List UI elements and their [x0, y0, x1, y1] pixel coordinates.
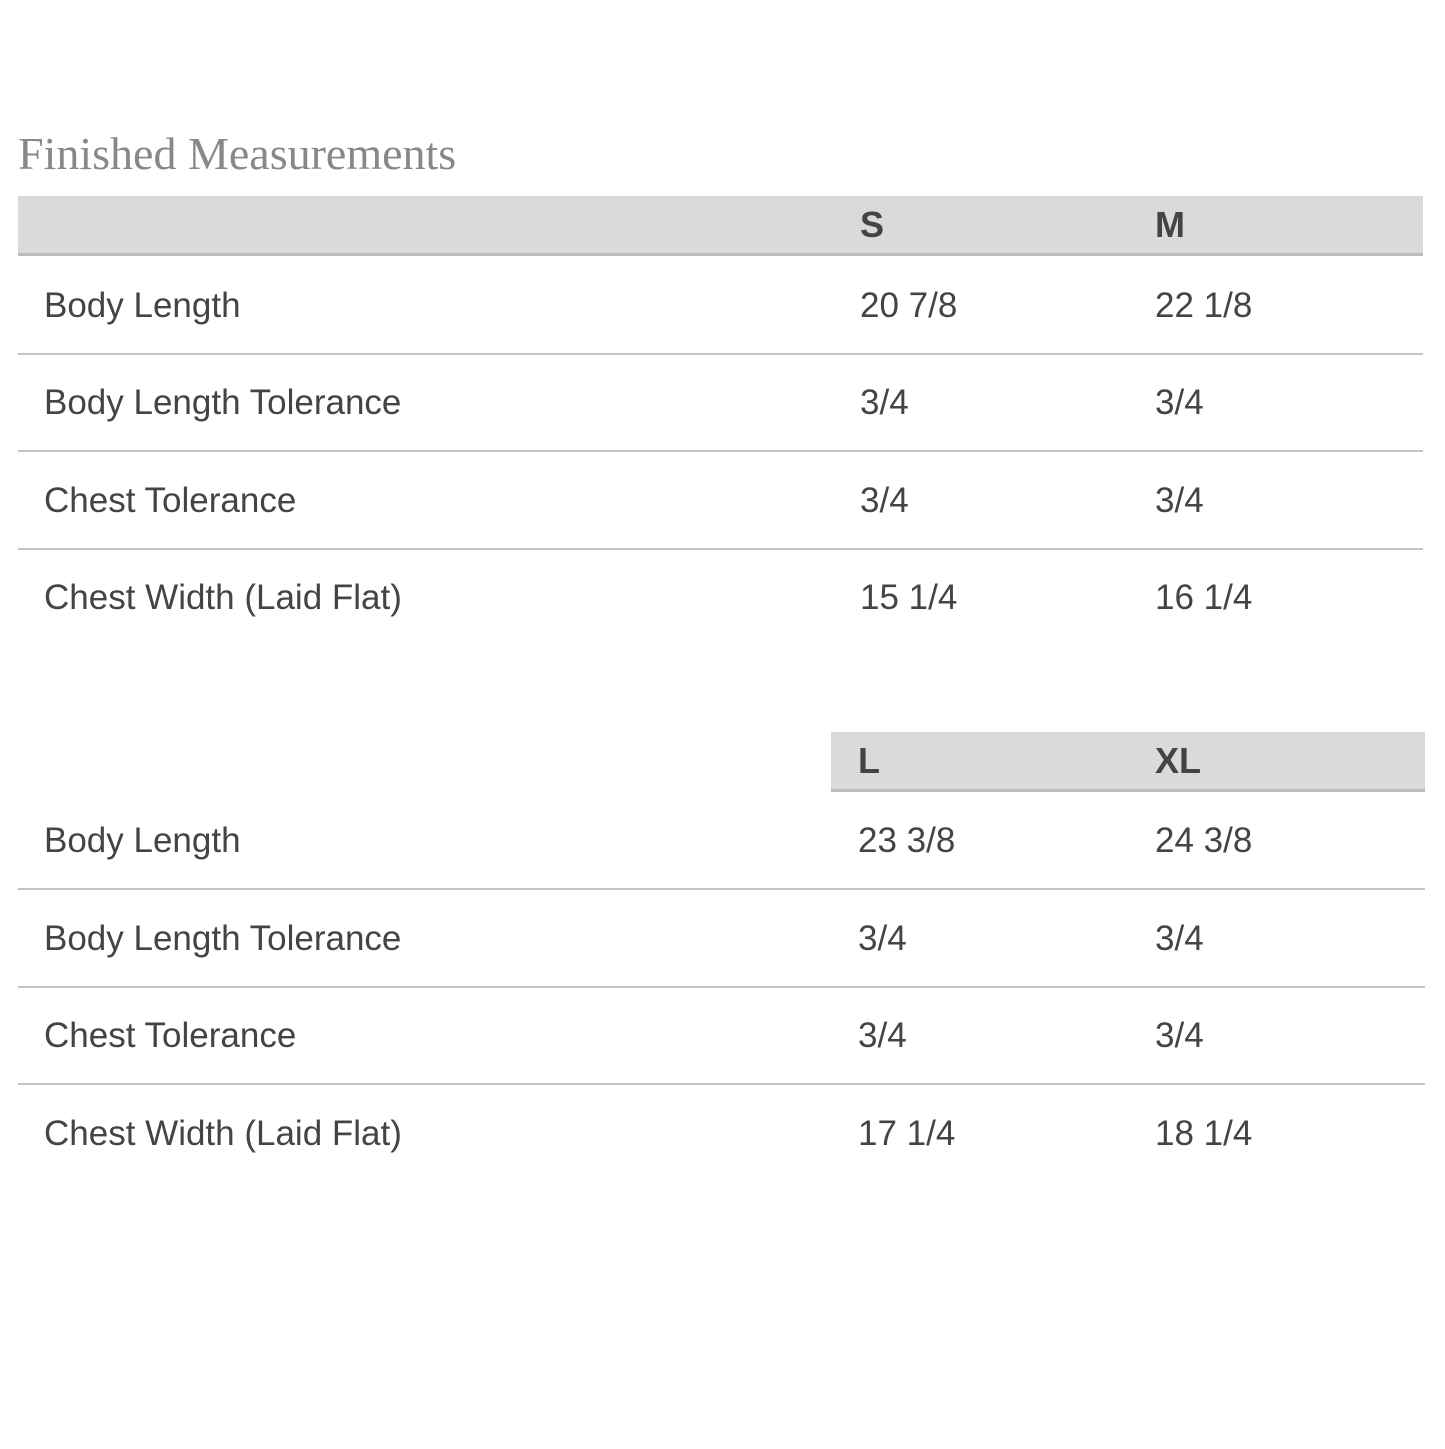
- row-label: Chest Width (Laid Flat): [44, 578, 402, 617]
- row-value: 3/4: [1155, 383, 1204, 422]
- row-label: Chest Tolerance: [44, 481, 297, 520]
- table-row: Body Length 23 3/8 24 3/8: [18, 791, 1425, 890]
- table-row: Chest Width (Laid Flat) 17 1/4 18 1/4: [18, 1084, 1425, 1181]
- size-header: S: [860, 204, 885, 245]
- row-label: Body Length Tolerance: [44, 919, 402, 958]
- row-label: Body Length: [44, 821, 241, 860]
- row-value: 24 3/8: [1155, 821, 1253, 860]
- row-label: Body Length: [44, 286, 241, 325]
- table-row: Body Length Tolerance 3/4 3/4: [18, 889, 1425, 988]
- size-header: XL: [1155, 740, 1202, 781]
- row-value: 3/4: [858, 1016, 907, 1055]
- size-header: M: [1155, 204, 1185, 245]
- table-header: L XL: [831, 732, 1425, 792]
- table-row: Body Length Tolerance 3/4 3/4: [18, 353, 1423, 452]
- row-value: 22 1/8: [1155, 286, 1253, 325]
- size-header: L: [858, 740, 880, 781]
- row-value: 16 1/4: [1155, 578, 1253, 617]
- row-value: 23 3/8: [858, 821, 956, 860]
- row-value: 3/4: [858, 919, 907, 958]
- row-label: Chest Tolerance: [44, 1016, 297, 1055]
- row-label: Body Length Tolerance: [44, 383, 402, 422]
- table-header: S M: [18, 196, 1423, 256]
- row-value: 3/4: [1155, 1016, 1204, 1055]
- table-row: Chest Width (Laid Flat) 15 1/4 16 1/4: [18, 548, 1423, 645]
- table-row: Body Length 20 7/8 22 1/8: [18, 256, 1423, 355]
- row-label: Chest Width (Laid Flat): [44, 1114, 402, 1153]
- row-value: 3/4: [1155, 919, 1204, 958]
- table-row: Chest Tolerance 3/4 3/4: [18, 451, 1423, 550]
- table-row: Chest Tolerance 3/4 3/4: [18, 986, 1425, 1085]
- row-value: 3/4: [860, 481, 909, 520]
- row-value: 17 1/4: [858, 1114, 956, 1153]
- row-value: 3/4: [860, 383, 909, 422]
- row-value: 18 1/4: [1155, 1114, 1253, 1153]
- page-title: Finished Measurements: [18, 128, 457, 179]
- row-value: 3/4: [1155, 481, 1204, 520]
- row-value: 20 7/8: [860, 286, 958, 325]
- row-value: 15 1/4: [860, 578, 958, 617]
